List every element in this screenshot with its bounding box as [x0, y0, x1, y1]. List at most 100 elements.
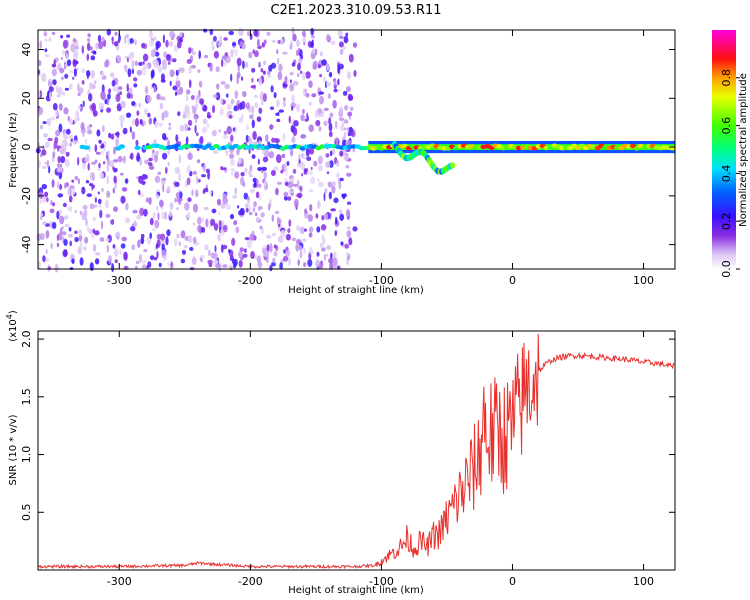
noise-blob [212, 150, 219, 155]
noise-blob [94, 258, 100, 265]
noise-blob [245, 207, 249, 213]
noise-blob [276, 181, 282, 185]
noise-blob [330, 40, 336, 45]
noise-blob [343, 154, 349, 162]
noise-blob [317, 64, 321, 69]
noise-blob [67, 206, 70, 211]
noise-blob [262, 156, 269, 163]
noise-blob [143, 208, 148, 217]
noise-blob [54, 263, 59, 273]
noise-blob [329, 262, 334, 270]
noise-blob [52, 151, 56, 159]
noise-blob [326, 34, 331, 41]
noise-blob [120, 100, 126, 109]
noise-blob [106, 190, 111, 198]
noise-blob [261, 99, 264, 106]
noise-blob [65, 159, 70, 168]
noise-blob [48, 37, 52, 42]
noise-blob [111, 36, 114, 45]
x-tick-label: -300 [107, 575, 132, 588]
noise-blob [119, 91, 123, 95]
noise-blob [115, 138, 120, 147]
noise-blob [265, 134, 269, 143]
noise-blob [136, 176, 139, 180]
noise-blob [315, 259, 320, 268]
noise-blob [252, 207, 256, 213]
noise-blob [205, 218, 209, 228]
noise-blob [318, 91, 325, 95]
noise-blob [173, 32, 176, 38]
noise-blob [328, 257, 334, 264]
noise-blob [98, 139, 102, 144]
noise-blob [333, 197, 339, 204]
noise-blob [61, 231, 67, 236]
noise-blob [161, 211, 165, 220]
noise-blob [284, 250, 291, 257]
noise-blob [56, 242, 60, 248]
noise-blob [88, 93, 93, 102]
noise-blob [153, 85, 156, 93]
noise-blob [235, 226, 240, 234]
noise-blob [37, 60, 42, 67]
noise-blob [249, 188, 255, 193]
noise-blob [256, 255, 262, 264]
noise-blob [100, 220, 104, 230]
noise-blob [120, 120, 124, 129]
y-tick-label: -20 [20, 187, 33, 205]
noise-blob [293, 120, 299, 127]
noise-blob [175, 134, 179, 142]
noise-blob [292, 80, 299, 86]
noise-blob [226, 57, 230, 61]
noise-blob [196, 94, 201, 100]
noise-blob [162, 255, 167, 261]
noise-blob [170, 35, 175, 41]
noise-blob [103, 146, 106, 152]
noise-blob [147, 162, 153, 167]
noise-blob [218, 129, 222, 133]
noise-blob [238, 157, 242, 165]
noise-blob [272, 39, 276, 43]
noise-blob [72, 38, 77, 43]
noise-blob [321, 234, 325, 242]
noise-blob [42, 255, 46, 263]
noise-blob [192, 170, 197, 175]
noise-blob [230, 171, 234, 176]
noise-blob [338, 209, 343, 214]
noise-blob [188, 79, 192, 88]
noise-blob [118, 86, 123, 90]
noise-blob [301, 30, 306, 37]
noise-blob [178, 173, 181, 182]
noise-blob [259, 196, 262, 201]
noise-blob [83, 209, 88, 217]
noise-blob [228, 30, 234, 36]
noise-blob [197, 159, 201, 164]
noise-blob [62, 202, 67, 208]
noise-blob [63, 249, 68, 256]
noise-blob [307, 170, 313, 175]
noise-blob [247, 31, 250, 37]
noise-blob [326, 171, 330, 175]
noise-blob [309, 101, 312, 106]
noise-blob [286, 78, 289, 86]
noise-blob [308, 252, 312, 260]
y-tick-label: 40 [20, 43, 33, 57]
noise-blob [328, 122, 333, 132]
noise-blob [221, 167, 227, 171]
noise-blob [64, 87, 69, 91]
noise-blob [248, 135, 251, 141]
noise-blob [174, 166, 181, 175]
noise-blob [318, 181, 324, 188]
noise-blob [289, 83, 295, 92]
spectrogram-y-ticks: -40 -20 0 20 40 [20, 43, 675, 254]
noise-blob [296, 103, 301, 113]
noise-blob [37, 261, 41, 269]
noise-blob [304, 228, 307, 232]
noise-blob [308, 232, 313, 238]
y-tick-label: 1.0 [20, 446, 33, 464]
noise-blob [49, 208, 55, 214]
noise-blob [174, 197, 177, 203]
noise-blob [276, 49, 279, 55]
noise-blob [156, 233, 162, 240]
noise-blob [134, 39, 137, 46]
noise-blob [200, 255, 205, 259]
